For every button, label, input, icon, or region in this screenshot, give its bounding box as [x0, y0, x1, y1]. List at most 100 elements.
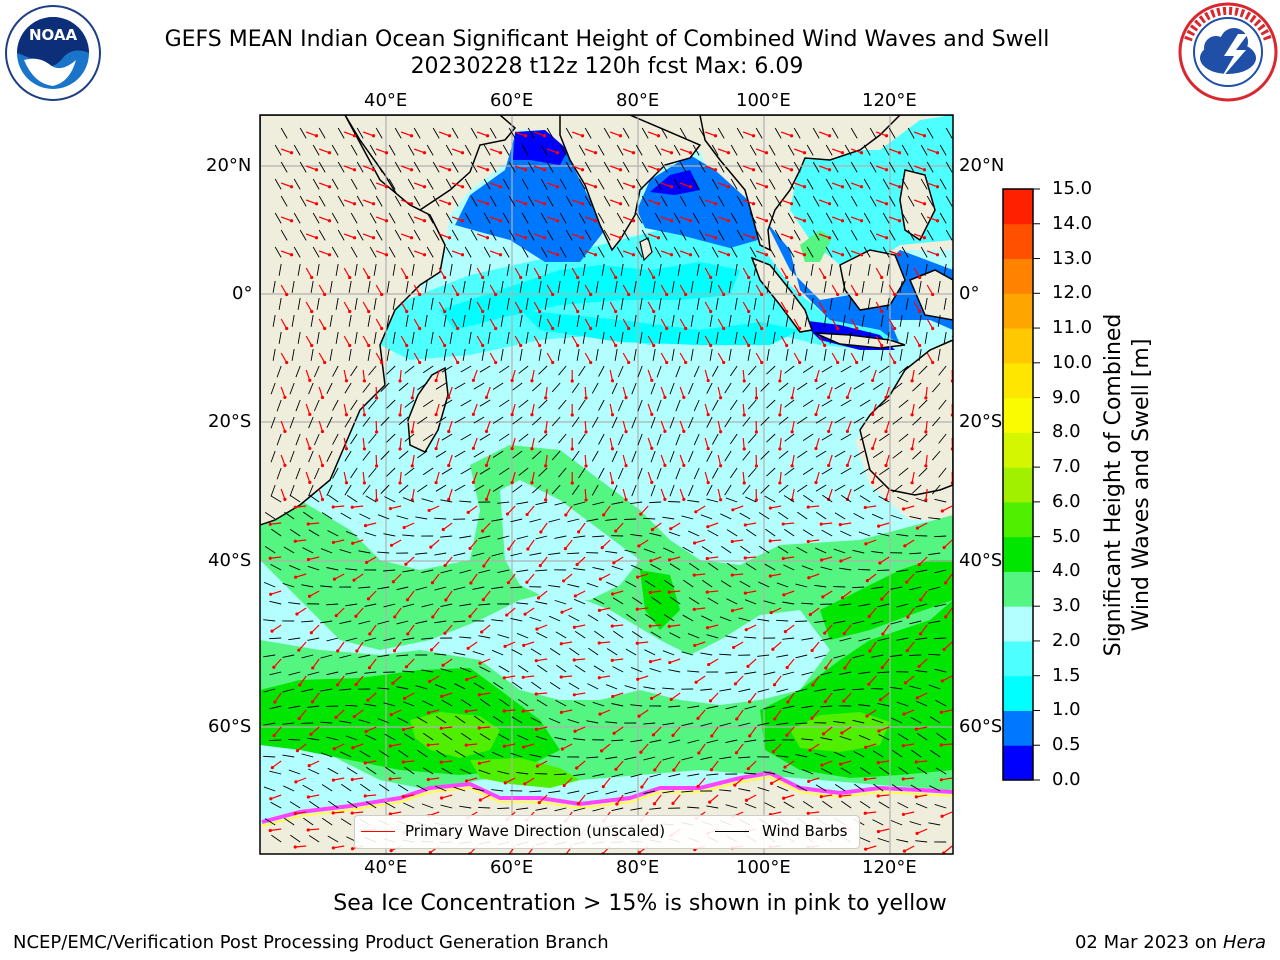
wave-arrow — [375, 216, 387, 222]
wind-barb — [472, 787, 485, 792]
colorbar-segment — [1003, 745, 1033, 781]
wave-arrow — [352, 539, 364, 544]
wind-barb — [749, 246, 757, 258]
wave-arrow — [941, 811, 953, 817]
wind-barb — [929, 785, 941, 792]
wind-barb — [755, 161, 763, 173]
wave-arrow — [941, 709, 953, 713]
wave-arrow — [584, 386, 587, 399]
wind-barb — [926, 195, 934, 207]
wind-barb — [736, 229, 744, 241]
wind-barb — [480, 698, 491, 707]
wave-arrow — [747, 760, 757, 770]
wave-arrow — [333, 505, 345, 508]
wind-barb — [310, 314, 314, 327]
wave-arrow-head — [530, 379, 534, 383]
wave-arrow — [466, 709, 478, 712]
wind-barb — [871, 586, 884, 590]
colorbar-tick-label: 9.0 — [1052, 386, 1081, 408]
wind-barb — [728, 314, 732, 327]
wave-arrow — [295, 811, 307, 815]
wave-arrow — [479, 760, 491, 764]
wind-barb — [288, 671, 301, 676]
wave-arrow — [367, 692, 377, 701]
wind-barb — [527, 127, 535, 139]
lat-label-right: 20°N — [959, 155, 1005, 176]
wind-barb — [654, 212, 662, 224]
wave-arrow-head — [902, 849, 907, 853]
wind-barb — [348, 314, 352, 327]
wind-barb — [274, 246, 282, 258]
wave-arrow — [881, 590, 890, 600]
wind-barb — [802, 529, 814, 537]
wave-arrow — [546, 182, 558, 188]
wind-barb — [405, 280, 409, 293]
wind-barb — [630, 739, 643, 743]
wind-barb — [453, 786, 466, 792]
wind-barb — [491, 518, 504, 522]
wind-barb — [516, 633, 529, 639]
wave-arrow-head — [627, 360, 631, 365]
wave-arrow-head — [864, 745, 868, 749]
wave-arrow — [926, 250, 938, 256]
wind-barb — [935, 767, 947, 775]
wind-barb — [567, 518, 580, 523]
wave-arrow-head — [821, 595, 825, 599]
wind-barb — [517, 698, 529, 707]
wind-barb — [331, 246, 339, 258]
wind-barb — [276, 433, 282, 446]
wind-barb — [698, 195, 706, 207]
wave-arrow-head — [648, 624, 652, 628]
wave-arrow — [695, 675, 706, 683]
wave-arrow — [755, 182, 767, 188]
wind-barb — [578, 399, 586, 411]
wave-arrow — [911, 369, 915, 381]
wave-arrow — [831, 284, 839, 295]
wind-barb — [882, 246, 890, 258]
wave-arrow-head — [614, 767, 618, 771]
wave-arrow — [482, 590, 491, 601]
wind-barb — [473, 416, 485, 424]
wind-barb — [535, 735, 548, 741]
wave-arrow-head — [768, 574, 772, 578]
wind-barb — [538, 399, 548, 409]
wind-barb — [416, 716, 428, 724]
wind-barb — [478, 603, 491, 606]
wave-arrow-head — [570, 481, 574, 485]
wind-barb — [687, 773, 700, 777]
wave-arrow — [601, 539, 611, 549]
wave-arrow — [913, 199, 925, 205]
wind-barb — [434, 620, 447, 624]
wind-barb — [915, 670, 928, 673]
wind-barb — [591, 484, 599, 496]
wave-arrow — [438, 165, 450, 171]
wind-barb — [934, 498, 947, 503]
wind-barb — [749, 212, 757, 224]
wave-arrow — [850, 250, 862, 256]
wind-barb — [763, 705, 776, 710]
wind-barb — [578, 365, 586, 377]
wind-barb — [386, 365, 396, 375]
wind-barb — [375, 195, 383, 207]
wave-arrow — [749, 692, 757, 703]
wind-barb — [468, 297, 472, 310]
wind-barb — [326, 567, 339, 571]
wind-barb — [783, 801, 795, 809]
wind-barb — [692, 212, 700, 224]
wind-barb — [777, 546, 789, 554]
wave-arrow-head — [409, 134, 414, 138]
wave-arrow — [584, 352, 592, 363]
wind-barb — [757, 722, 770, 726]
wind-barb — [793, 229, 801, 241]
wave-arrow — [352, 505, 364, 508]
wind-barb — [943, 331, 947, 344]
wind-barb — [263, 722, 276, 726]
wave-arrow-head — [614, 309, 618, 314]
wave-arrow-head — [663, 429, 667, 433]
wave-arrow-head — [600, 545, 604, 550]
wind-barb — [308, 800, 320, 809]
wind-barb — [546, 229, 554, 241]
wind-barb — [791, 263, 795, 276]
wind-barb — [763, 671, 776, 676]
wind-barb — [679, 161, 687, 173]
